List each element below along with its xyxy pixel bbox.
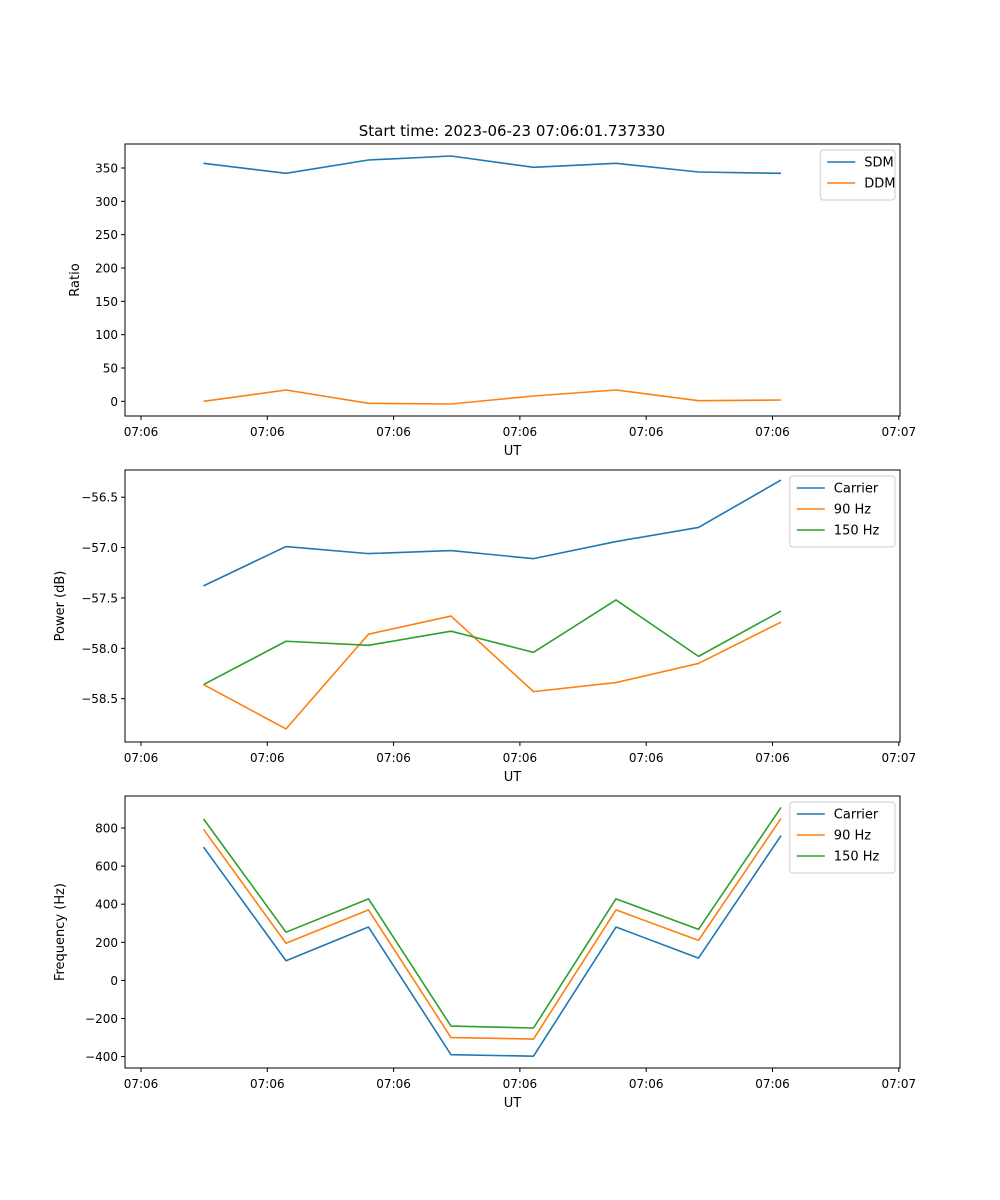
legend: Carrier 90 Hz 150 Hz [789,801,896,874]
x-tick-label: 07:06 [755,425,790,439]
y-tick-label: −56.5 [81,491,118,505]
x-tick-label: 07:06 [755,1077,790,1091]
series-line-2 [203,615,782,730]
x-tick-label: 07:06 [250,1077,285,1091]
legend-label: 90 Hz [834,503,871,518]
panel-1: 07:06 07:06 07:06 07:06 07:06 07:06 07:07 0 50 10… [68,143,917,459]
y-tick-label: 200 [95,262,118,276]
y-tick-label: 50 [103,362,118,376]
x-tick-label: 07:06 [629,751,664,765]
legend: SDM DDM [819,149,896,201]
figure-title: Start time: 2023-06-23 07:06:01.737330 [359,122,665,140]
x-tick-label: 07:06 [376,425,411,439]
x-tick-label: 07:06 [629,425,664,439]
x-tick-label: 07:06 [250,425,285,439]
y-tick-label: −57.0 [81,541,118,555]
y-axis-label: Ratio [68,263,83,296]
x-tick-label: 07:06 [503,1077,538,1091]
x-axis-label: UT [504,1096,522,1111]
x-tick-label: 07:06 [755,751,790,765]
y-tick-label: 100 [95,328,118,342]
x-tick-label: 07:06 [250,751,285,765]
legend-label: SDM [864,156,893,171]
series-line-2 [202,818,782,1040]
y-axis-label: Power (dB) [53,571,68,642]
y-tick-label: 400 [95,898,118,912]
y-tick-label: −58.5 [81,692,118,706]
panel-2: 07:06 07:06 07:06 07:06 07:06 07:06 07:07 −58.5… [53,469,917,785]
series-line-1 [203,155,782,175]
x-axis-label: UT [504,444,522,459]
x-tick-label: 07:06 [124,1077,159,1091]
panel-3: 07:06 07:06 07:06 07:06 07:06 07:06 07:07 −400 −… [53,795,917,1111]
y-axis-label: Frequency (Hz) [53,883,68,981]
x-tick-label: 07:06 [629,1077,664,1091]
y-tick-label: 250 [95,228,118,242]
y-tick-label: −57.5 [81,591,118,605]
x-tick-label: 07:06 [124,751,159,765]
x-tick-label: 07:06 [503,751,538,765]
y-tick-label: 150 [95,295,118,309]
legend: Carrier 90 Hz 150 Hz [789,475,896,548]
y-tick-label: −400 [85,1050,118,1064]
legend-label: DDM [864,177,895,192]
y-tick-label: 300 [95,195,118,209]
x-axis-label: UT [504,770,522,785]
legend-label: Carrier [834,482,879,497]
x-tick-label: 07:06 [124,425,159,439]
series-line-1 [203,479,782,587]
y-tick-label: 200 [95,936,118,950]
x-tick-label: 07:07 [882,1077,917,1091]
axes-frame [124,143,901,417]
axes-frame [124,469,901,743]
y-tick-label: 0 [110,974,118,988]
legend-label: Carrier [834,808,879,823]
x-tick-label: 07:06 [503,425,538,439]
axes-frame [124,795,901,1069]
y-tick-label: 350 [95,162,118,176]
y-tick-label: −58.0 [81,642,118,656]
y-tick-label: 600 [95,860,118,874]
series-line-3 [202,806,782,1029]
legend-label: 90 Hz [834,829,871,844]
x-tick-label: 07:07 [882,425,917,439]
x-tick-label: 07:06 [376,1077,411,1091]
x-tick-label: 07:06 [376,751,411,765]
series-line-3 [203,599,782,686]
y-tick-label: 800 [95,822,118,836]
y-tick-label: 0 [110,395,118,409]
series-line-2 [203,389,782,405]
legend-label: 150 Hz [834,850,880,865]
series-line-1 [202,835,782,1057]
charts: 07:06 07:06 07:06 07:06 07:06 07:06 07:07 0 50 10… [53,143,917,1111]
x-tick-label: 07:07 [882,751,917,765]
y-tick-label: −200 [85,1012,118,1026]
legend-label: 150 Hz [834,524,880,539]
